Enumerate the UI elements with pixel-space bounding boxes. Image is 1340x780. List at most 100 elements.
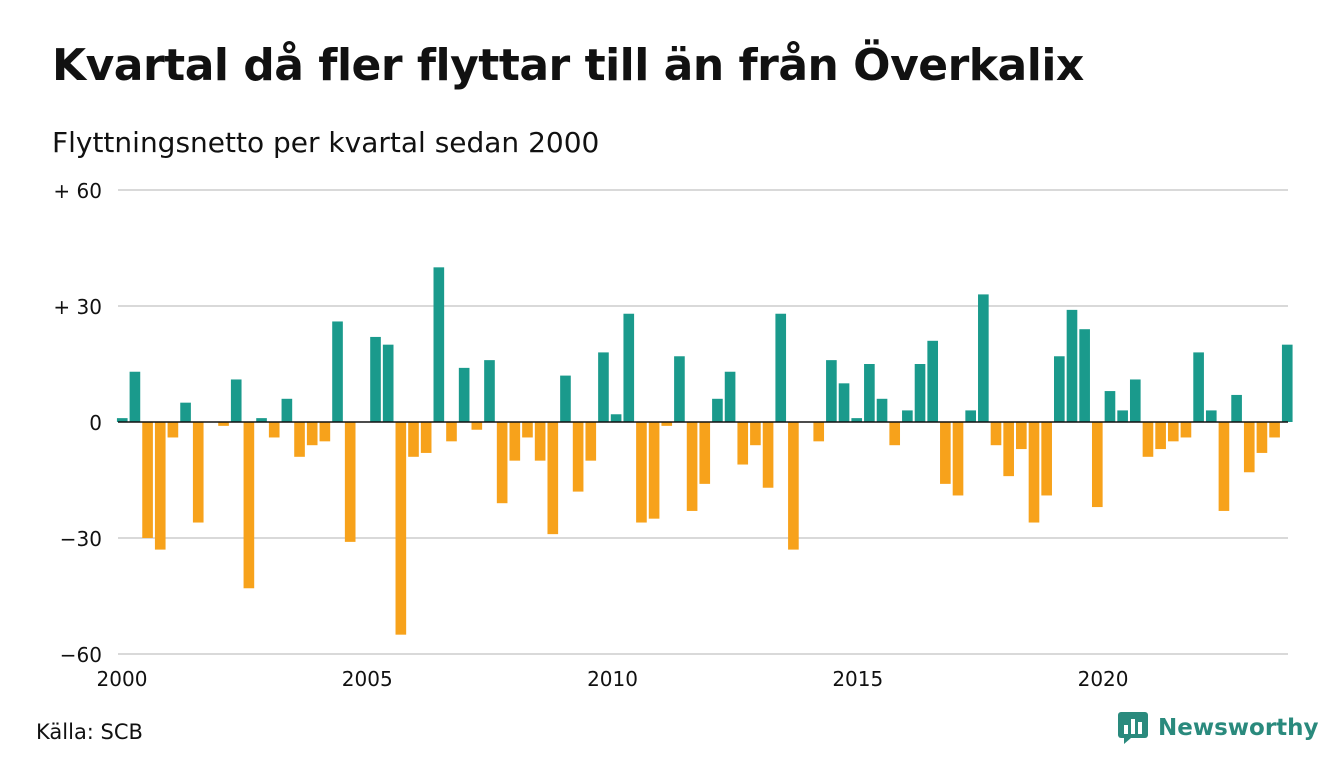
bar-2018-K1 — [1028, 422, 1040, 523]
bar-2016-K1 — [927, 340, 939, 422]
bar-2013-K4 — [813, 422, 825, 442]
bar-2004-K3 — [344, 422, 356, 542]
bar-2001-K3 — [192, 422, 204, 523]
bar-2000-K2 — [129, 371, 141, 422]
bar-2022-K2 — [1243, 422, 1255, 473]
bar-2014-K1 — [826, 360, 837, 422]
bar-2009-K3 — [598, 352, 609, 422]
bar-2005-K2 — [382, 344, 394, 422]
bar-2008-K2 — [534, 422, 546, 461]
y-tick-label: + 60 — [53, 179, 102, 203]
bar-2002-K3 — [243, 422, 255, 589]
brand-logo[interactable]: Newsworthy — [1118, 712, 1319, 744]
bar-2015-K2 — [889, 422, 901, 446]
bar-2019-K2 — [1091, 422, 1103, 508]
bar-2021-K4 — [1218, 422, 1230, 511]
gridlines — [118, 189, 1288, 655]
newsworthy-logo-icon — [1118, 712, 1148, 744]
bar-2012-K3 — [750, 422, 761, 446]
bar-2007-K3 — [496, 422, 508, 504]
bar-2006-K4 — [458, 367, 470, 422]
bar-2010-K1 — [623, 313, 635, 422]
bar-2003-K2 — [281, 398, 293, 422]
bar-2011-K3 — [699, 422, 711, 484]
y-tick-label: + 30 — [53, 295, 102, 319]
bar-2002-K4 — [256, 418, 267, 422]
bar-2001-K2 — [180, 402, 191, 422]
bar-2008-K1 — [522, 422, 533, 438]
bar-2011-K2 — [686, 422, 698, 511]
bar-2015-K3 — [902, 410, 913, 422]
bar-2017-K4 — [1016, 422, 1027, 450]
bar-2013-K1 — [775, 313, 787, 422]
bar-2020-K1 — [1129, 379, 1141, 422]
bar-2016-K3 — [952, 422, 964, 496]
bar-2012-K2 — [737, 422, 749, 465]
bar-2019-K3 — [1104, 391, 1116, 422]
bar-2022-K1 — [1231, 394, 1242, 422]
bar-2014-K3 — [851, 418, 863, 422]
bar-2020-K3 — [1155, 422, 1166, 450]
bar-2013-K2 — [788, 422, 799, 550]
bar-2004-K2 — [332, 321, 343, 422]
bar-2021-K3 — [1205, 410, 1217, 422]
bar-2010-K2 — [636, 422, 647, 523]
y-axis-tick-labels: + 60 + 30 0 −30 −60 — [53, 179, 102, 667]
bar-2020-K2 — [1142, 422, 1154, 457]
bar-2017-K1 — [978, 294, 989, 422]
bar-2021-K2 — [1193, 352, 1204, 422]
y-tick-label: −60 — [60, 643, 102, 667]
x-axis-tick-labels: 2000 2005 2010 2015 2020 — [97, 667, 1129, 691]
chart-title: Kvartal då fler flyttar till än från Öve… — [52, 40, 1084, 91]
bars — [116, 267, 1293, 635]
bar-2017-K3 — [1003, 422, 1014, 477]
bar-2007-K1 — [471, 422, 483, 430]
bar-2018-K4 — [1066, 309, 1078, 422]
bar-2023-K1 — [1281, 344, 1293, 422]
bar-2010-K3 — [648, 422, 660, 519]
x-tick-label: 2005 — [342, 667, 393, 691]
chart-subtitle: Flyttningsnetto per kvartal sedan 2000 — [52, 126, 600, 159]
bar-2009-K2 — [585, 422, 597, 461]
bar-2006-K1 — [420, 422, 432, 453]
source-note: Källa: SCB — [36, 720, 143, 744]
bar-2000-K4 — [154, 422, 166, 550]
bar-2014-K2 — [838, 383, 850, 422]
bar-2020-K4 — [1167, 422, 1179, 442]
bar-2005-K4 — [408, 422, 419, 457]
bar-2006-K3 — [446, 422, 457, 442]
bar-2002-K1 — [218, 422, 229, 426]
bar-2005-K3 — [395, 422, 407, 635]
x-tick-label: 2015 — [832, 667, 883, 691]
bar-2000-K3 — [142, 422, 153, 538]
bar-2003-K1 — [268, 422, 280, 438]
bar-2012-K4 — [762, 422, 774, 488]
x-tick-label: 2010 — [587, 667, 638, 691]
bar-2009-K4 — [610, 414, 622, 422]
bar-2019-K4 — [1117, 410, 1128, 422]
bar-2022-K4 — [1269, 422, 1280, 438]
bar-2010-K4 — [661, 422, 673, 426]
bar-2001-K1 — [167, 422, 179, 438]
bar-2003-K3 — [294, 422, 305, 457]
bar-2000-K1 — [116, 418, 128, 422]
bar-2003-K4 — [306, 422, 318, 446]
bar-2014-K4 — [864, 364, 875, 422]
bar-2018-K2 — [1041, 422, 1052, 496]
y-tick-label: 0 — [89, 411, 102, 435]
bar-2019-K1 — [1079, 329, 1090, 422]
bar-2016-K2 — [940, 422, 951, 484]
bar-2015-K1 — [876, 398, 888, 422]
y-tick-label: −30 — [60, 527, 102, 551]
bar-2022-K3 — [1256, 422, 1268, 453]
bar-2009-K1 — [572, 422, 584, 492]
bar-2006-K2 — [433, 267, 445, 422]
bar-2002-K2 — [230, 379, 242, 422]
bar-2007-K4 — [509, 422, 521, 461]
bar-2008-K4 — [560, 375, 571, 422]
bar-2021-K1 — [1180, 422, 1192, 438]
bar-2011-K1 — [674, 356, 685, 422]
bar-2016-K4 — [965, 410, 976, 422]
bar-2008-K3 — [547, 422, 559, 535]
